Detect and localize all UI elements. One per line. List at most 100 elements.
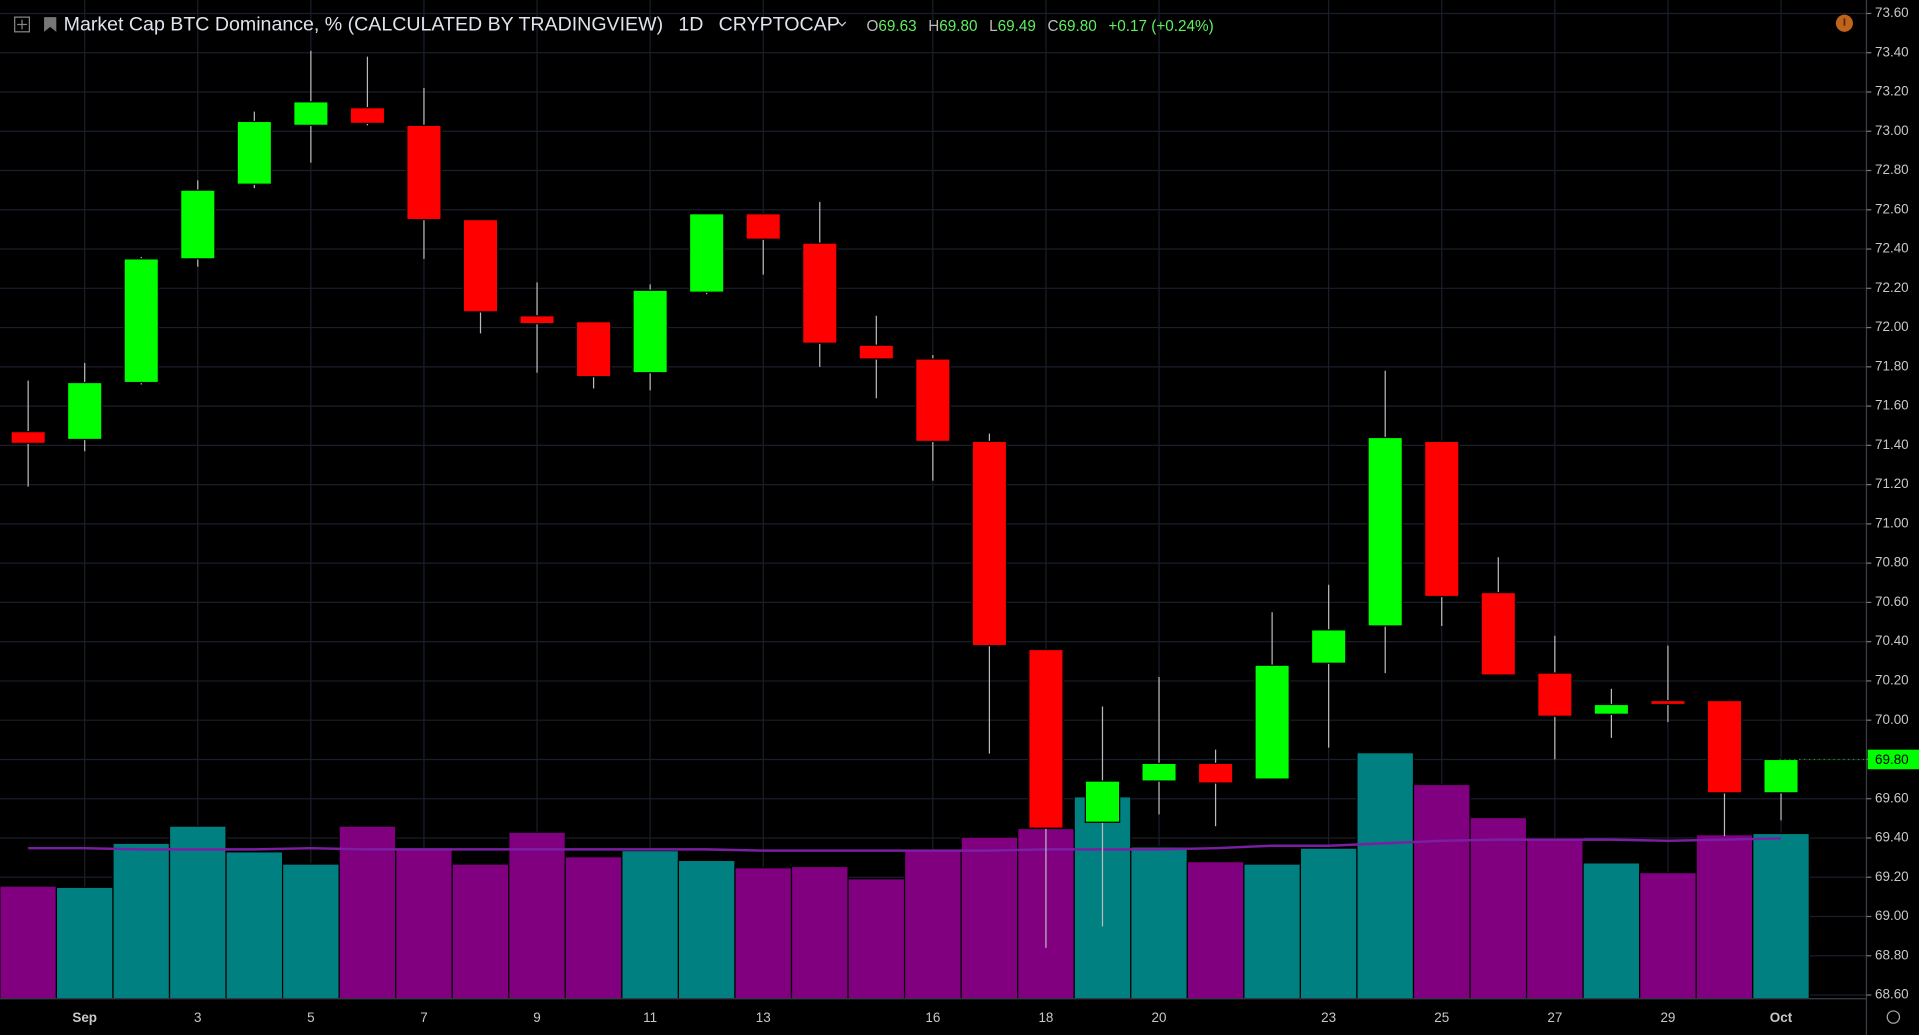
x-tick-label: 23: [1321, 1010, 1336, 1025]
candle-body: [1141, 762, 1177, 782]
y-tick-label: 71.00: [1875, 515, 1909, 530]
volume-bar: [281, 863, 340, 1000]
dropdown-icon[interactable]: [837, 21, 847, 27]
candle-body: [123, 258, 159, 384]
y-tick-label: 71.20: [1875, 476, 1909, 491]
candle-body: [1480, 591, 1517, 676]
candle-body: [1537, 672, 1573, 717]
candle-body: [1763, 758, 1799, 794]
y-tick-label: 69.40: [1875, 830, 1909, 845]
y-tick-label: 73.60: [1875, 5, 1909, 20]
volume-bar: [564, 856, 623, 1000]
exchange: CRYPTOCAP: [719, 14, 840, 36]
legend-label: O: [867, 18, 879, 35]
candle-body: [1028, 648, 1064, 829]
y-tick-label: 69.00: [1875, 908, 1909, 923]
x-tick-label: 11: [643, 1010, 657, 1025]
candle-body: [575, 321, 612, 378]
volume-bar: [1299, 847, 1358, 1000]
volume-bar: [451, 863, 510, 1000]
candle-body: [1197, 762, 1234, 784]
candle-body: [688, 213, 725, 293]
title: Market Cap BTC Dominance, % (CALCULATED …: [64, 14, 663, 36]
y-tick-label: 71.40: [1875, 437, 1909, 452]
legend-label: H: [928, 18, 939, 35]
x-tick-label: 29: [1660, 1010, 1675, 1025]
volume-bar: [0, 885, 58, 1000]
candle-body: [802, 242, 838, 344]
legend-change: +0.17 (+0.24%): [1108, 18, 1213, 35]
volume-ma-line: [28, 837, 1782, 852]
volume-bar: [1243, 863, 1302, 1000]
volume-bar: [338, 825, 397, 1000]
x-tick-label: 13: [756, 1010, 771, 1025]
legend-value: 69.49: [998, 18, 1036, 35]
volume-bar: [1639, 872, 1697, 1000]
candle-body: [462, 218, 499, 313]
y-tick-label: 73.00: [1875, 123, 1909, 138]
candle-body: [1254, 664, 1290, 780]
x-tick-label: 20: [1152, 1010, 1167, 1025]
legend-label: L: [989, 18, 998, 35]
candle-body: [1706, 699, 1743, 794]
symbol-icon: [44, 17, 57, 32]
x-tick-label: 27: [1547, 1010, 1562, 1025]
y-tick-label: 71.80: [1875, 358, 1909, 373]
candle-body: [1367, 436, 1403, 627]
volume-bar: [1356, 752, 1415, 1000]
candle-body: [1650, 699, 1686, 706]
candle-body: [1084, 780, 1121, 823]
y-tick-label: 73.40: [1875, 44, 1909, 59]
y-tick-label: 68.80: [1875, 947, 1909, 962]
volume-bar: [1412, 783, 1471, 1000]
candle-body: [858, 344, 895, 360]
volume-bar: [1752, 832, 1810, 1000]
x-tick-label: Sep: [72, 1010, 97, 1025]
candle-body: [1593, 703, 1630, 715]
candle-body: [293, 101, 329, 126]
ohlc-legend: O69.63 H69.80 L69.49 C69.80 +0.17 (+0.24…: [867, 18, 1214, 35]
volume-bar: [903, 849, 962, 1000]
settings-icon[interactable]: [1886, 1010, 1901, 1024]
volume-bar: [55, 886, 114, 1000]
volume-bar: [1582, 862, 1641, 1000]
x-tick-label: 9: [533, 1010, 540, 1025]
volume-bar: [1186, 861, 1245, 1000]
volume-bar: [621, 849, 680, 1000]
y-tick-label: 68.60: [1875, 987, 1909, 1002]
candle-body: [236, 120, 273, 185]
volume-bar: [168, 825, 227, 1000]
x-tick-label: Oct: [1770, 1010, 1793, 1025]
expand-icon[interactable]: [14, 16, 30, 33]
y-tick-label: 70.20: [1875, 672, 1909, 687]
volume-bar: [395, 848, 453, 1000]
x-tick-label: 25: [1434, 1010, 1449, 1025]
y-tick-label: 71.60: [1875, 398, 1909, 413]
last-price-label: 69.80: [1875, 752, 1909, 767]
y-tick-label: 73.20: [1875, 84, 1909, 99]
y-tick-label: 69.60: [1875, 790, 1909, 805]
volume-bar: [960, 836, 1019, 1000]
candle-body: [632, 289, 668, 374]
volume-bar: [508, 831, 566, 1000]
volume-bar: [734, 867, 793, 1000]
candle-body: [745, 213, 781, 240]
candle-body: [66, 381, 103, 441]
candle-body: [1310, 629, 1347, 664]
volume-bar: [1130, 846, 1188, 1000]
x-tick-label: 5: [307, 1010, 314, 1025]
y-tick-label: 72.20: [1875, 280, 1909, 295]
y-tick-label: 72.40: [1875, 241, 1909, 256]
x-tick-label: 3: [194, 1010, 201, 1025]
x-tick-label: 7: [420, 1010, 427, 1025]
volume-bar: [790, 865, 849, 1000]
legend-value: 69.63: [878, 18, 916, 35]
x-tick-label: 18: [1038, 1010, 1053, 1025]
chart-title[interactable]: Market Cap BTC Dominance, % (CALCULATED …: [64, 14, 840, 36]
y-tick-label: 72.80: [1875, 162, 1909, 177]
volume-bar: [677, 859, 736, 1000]
volume-bar: [1695, 834, 1754, 1000]
volume-bar: [1525, 837, 1584, 1000]
